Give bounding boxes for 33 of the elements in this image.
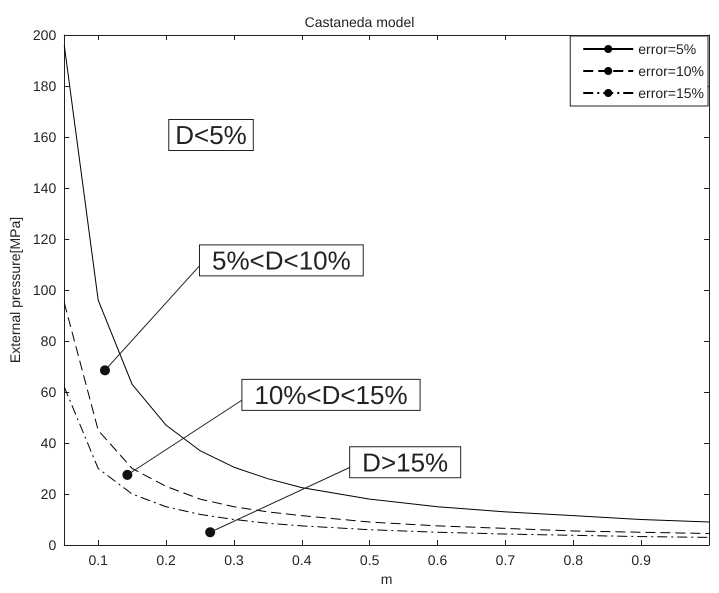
x-tick-label: 0.1 bbox=[88, 552, 108, 568]
line-series bbox=[64, 386, 710, 538]
legend-label: error=10% bbox=[638, 63, 704, 79]
y-tick-label: 200 bbox=[32, 27, 56, 43]
line-series bbox=[64, 44, 710, 523]
annotation: 10%<D<15% bbox=[254, 380, 408, 410]
y-tick-label: 140 bbox=[32, 180, 56, 196]
x-tick-label: 0.8 bbox=[564, 552, 584, 568]
y-tick-label: 180 bbox=[32, 78, 56, 94]
x-tick-label: 0.7 bbox=[496, 552, 516, 568]
y-tick-label: 20 bbox=[40, 486, 56, 502]
y-tick-label: 60 bbox=[40, 384, 56, 400]
y-tick-label: 120 bbox=[32, 231, 56, 247]
y-axis-title: External pressure[MPa] bbox=[7, 216, 23, 364]
x-axis-title: m bbox=[380, 570, 392, 587]
x-tick-label: 0.9 bbox=[631, 552, 652, 568]
line-series bbox=[64, 302, 710, 534]
x-tick-label: 0.4 bbox=[292, 552, 312, 568]
annotation: D>15% bbox=[362, 447, 448, 478]
chart-title: Castaneda model bbox=[304, 14, 414, 30]
x-tick-label: 0.5 bbox=[360, 552, 380, 568]
x-tick-label: 0.3 bbox=[224, 552, 244, 568]
x-tick-label: 0.6 bbox=[428, 552, 448, 568]
y-tick-label: 80 bbox=[40, 333, 56, 349]
y-tick-label: 0 bbox=[48, 537, 56, 553]
y-tick-label: 40 bbox=[40, 435, 56, 451]
y-tick-label: 160 bbox=[32, 129, 56, 145]
legend-label: error=5% bbox=[638, 41, 696, 57]
y-tick-label: 100 bbox=[32, 282, 56, 298]
x-tick-label: 0.2 bbox=[156, 552, 176, 568]
legend-label: error=15% bbox=[638, 85, 704, 101]
annotation: D<5% bbox=[175, 120, 247, 150]
annotation: 5%<D<10% bbox=[212, 245, 351, 276]
